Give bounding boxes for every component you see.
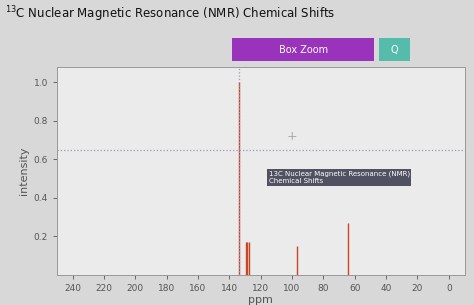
X-axis label: ppm: ppm — [248, 295, 273, 305]
Text: +: + — [287, 130, 297, 143]
Y-axis label: intensity: intensity — [19, 146, 29, 195]
Text: Q: Q — [391, 45, 399, 55]
Text: Box Zoom: Box Zoom — [279, 45, 328, 55]
Text: $^{13}$C Nuclear Magnetic Resonance (NMR) Chemical Shifts: $^{13}$C Nuclear Magnetic Resonance (NMR… — [5, 5, 335, 24]
Text: 13C Nuclear Magnetic Resonance (NMR)
Chemical Shifts: 13C Nuclear Magnetic Resonance (NMR) Che… — [269, 171, 410, 184]
